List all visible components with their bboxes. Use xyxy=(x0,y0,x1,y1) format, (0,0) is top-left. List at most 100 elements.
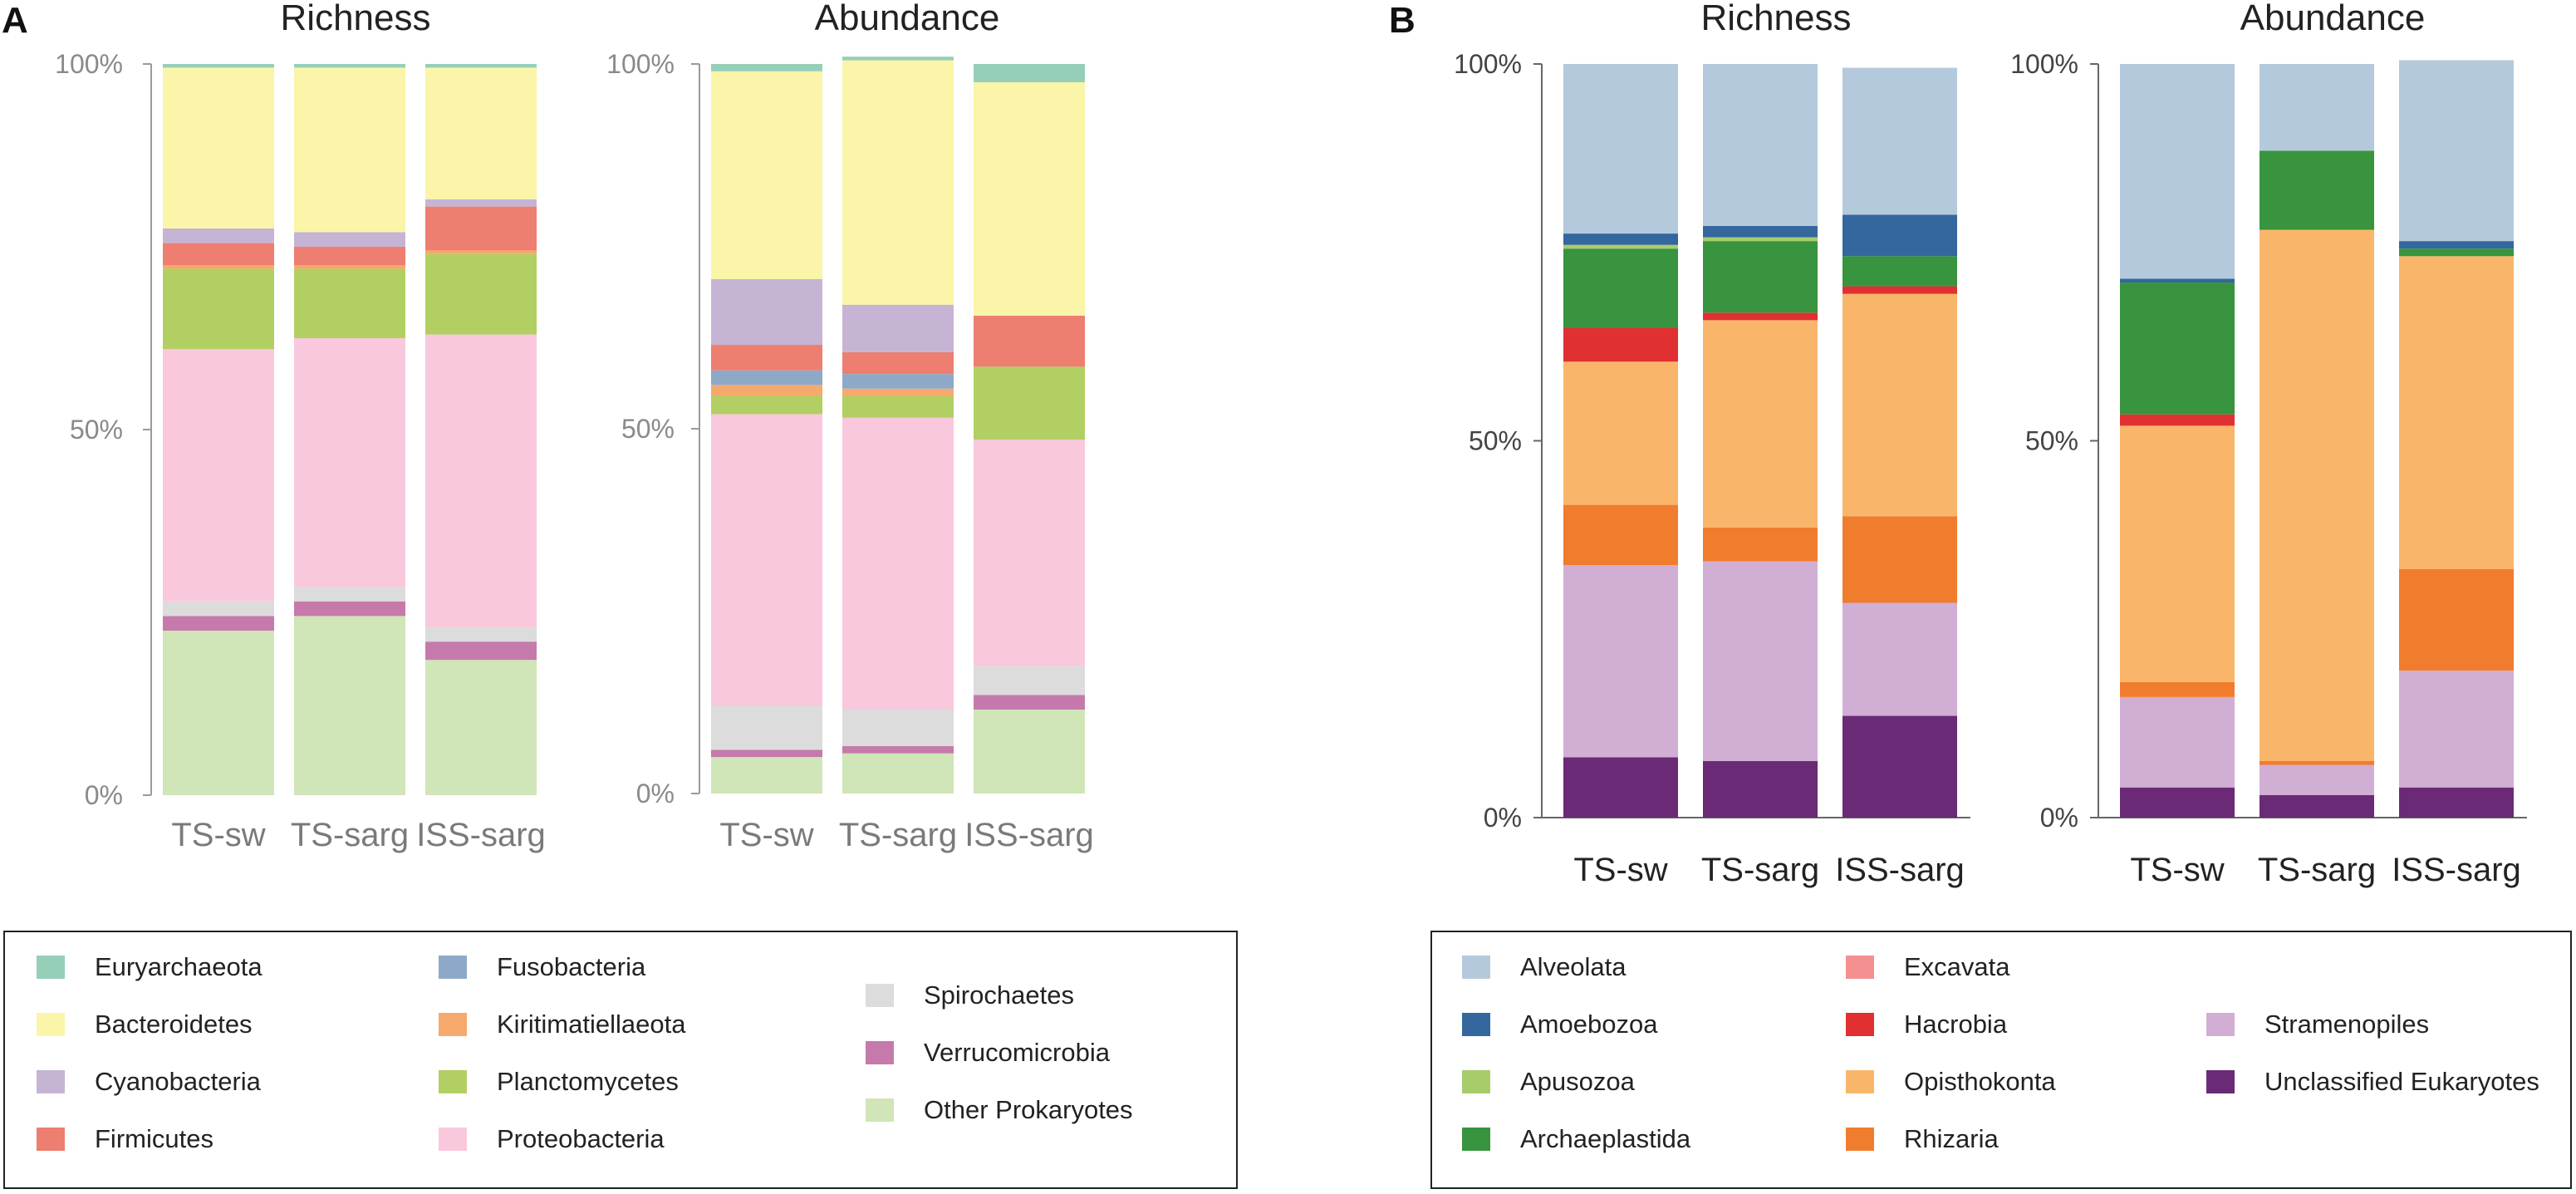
bar-segment-archaeplastida xyxy=(1563,248,1678,328)
legend-label: Excavata xyxy=(1904,952,2010,981)
legend-item-excavata: Excavata xyxy=(1846,952,2010,982)
legend-item-rhizaria: Rhizaria xyxy=(1846,1124,1999,1154)
bar-segment-verrucomicrobia xyxy=(842,745,954,754)
x-category-label: TS-sarg xyxy=(2258,852,2376,888)
legend-item-hacrobia: Hacrobia xyxy=(1846,1010,2007,1039)
legend-item-planctomycetes: Planctomycetes xyxy=(439,1067,679,1097)
bar-segment-stramenopiles xyxy=(1703,561,1818,761)
bar-segment-stramenopiles xyxy=(1842,602,1957,716)
legend-label: Proteobacteria xyxy=(497,1124,665,1153)
y-tick-label: 100% xyxy=(1454,49,1522,79)
bar-segment-planctomycetes xyxy=(842,396,954,418)
bar-segment-planctomycetes xyxy=(974,366,1085,440)
bar-segment-spirochaetes xyxy=(842,710,954,746)
y-tick-label: 50% xyxy=(2025,426,2078,456)
legend-label: Opisthokonta xyxy=(1904,1067,2056,1096)
legend-label: Kiritimatiellaeota xyxy=(497,1010,686,1039)
bar-segment-firmicutes xyxy=(842,351,954,375)
chart-title: Abundance xyxy=(815,0,1000,38)
legend-label: Rhizaria xyxy=(1904,1124,1999,1153)
bar-segment-hacrobia xyxy=(1842,286,1957,294)
bar-segment-amoebozoa xyxy=(1842,214,1957,257)
bar-segment-cyanobacteria xyxy=(842,304,954,352)
legend-label: Spirochaetes xyxy=(924,980,1074,1010)
bar-segment-other-prokaryotes xyxy=(425,660,537,795)
legend-swatch xyxy=(439,1070,467,1093)
bar-segment-planctomycetes xyxy=(425,253,537,335)
bar-segment-euryarchaeota xyxy=(425,64,537,68)
legend-item-unclassified-eukaryotes: Unclassified Eukaryotes xyxy=(2206,1067,2539,1097)
bar-segment-spirochaetes xyxy=(974,666,1085,695)
bar-segment-archaeplastida xyxy=(1842,256,1957,287)
chart-title: Richness xyxy=(281,0,431,38)
legend-swatch xyxy=(1462,1070,1490,1093)
bar-segment-proteobacteria xyxy=(842,417,954,710)
y-tick-label: 100% xyxy=(55,49,123,79)
legend-item-stramenopiles: Stramenopiles xyxy=(2206,1010,2429,1039)
bar-segment-archaeplastida xyxy=(2399,248,2514,257)
legend-label: Other Prokaryotes xyxy=(924,1095,1133,1124)
bar-segment-kiritimatiellaeota xyxy=(294,265,405,269)
bar-segment-amoebozoa xyxy=(2120,278,2235,283)
legend-item-proteobacteria: Proteobacteria xyxy=(439,1124,665,1154)
bar-segment-alveolata xyxy=(2399,60,2514,242)
bar-segment-opisthokonta xyxy=(1703,320,1818,528)
legend-swatch xyxy=(2206,1070,2235,1093)
y-tick-label: 100% xyxy=(2010,49,2078,79)
bar-segment-cyanobacteria xyxy=(294,232,405,247)
legend-item-bacteroidetes: Bacteroidetes xyxy=(37,1010,253,1039)
bar-segment-opisthokonta xyxy=(1842,293,1957,517)
x-category-label: TS-sarg xyxy=(839,817,957,853)
legend-label: Unclassified Eukaryotes xyxy=(2264,1067,2539,1096)
legend-label: Firmicutes xyxy=(95,1124,213,1153)
y-tick-label: 0% xyxy=(636,779,675,808)
bar-segment-spirochaetes xyxy=(425,626,537,642)
legend-item-opisthokonta: Opisthokonta xyxy=(1846,1067,2056,1097)
bar-segment-apusozoa xyxy=(1703,237,1818,242)
bar-segment-cyanobacteria xyxy=(425,199,537,207)
bar-segment-kiritimatiellaeota xyxy=(425,250,537,254)
bar-segment-alveolata xyxy=(1842,67,1957,215)
y-tick-label: 50% xyxy=(621,414,675,444)
bar-segment-euryarchaeota xyxy=(711,64,822,71)
bar-segment-verrucomicrobia xyxy=(425,641,537,661)
bar-segment-euryarchaeota xyxy=(842,57,954,61)
y-tick-label: 100% xyxy=(606,49,675,79)
x-category-label: TS-sw xyxy=(719,817,813,853)
bar-segment-fusobacteria xyxy=(842,374,954,389)
bar-segment-bacteroidetes xyxy=(974,81,1085,316)
bar-segment-other-prokaryotes xyxy=(294,616,405,795)
legend-swatch xyxy=(37,956,65,979)
legend-item-verrucomicrobia: Verrucomicrobia xyxy=(866,1038,1110,1068)
legend-item-spirochaetes: Spirochaetes xyxy=(866,980,1074,1010)
bar-segment-bacteroidetes xyxy=(163,67,274,229)
legend-label: Alveolata xyxy=(1520,952,1627,981)
legend-item-amoebozoa: Amoebozoa xyxy=(1462,1010,1657,1039)
bar-segment-proteobacteria xyxy=(163,349,274,602)
bar-segment-rhizaria xyxy=(1563,504,1678,566)
bar-segment-other-prokaryotes xyxy=(163,631,274,795)
bar-segment-stramenopiles xyxy=(1563,565,1678,758)
x-category-label: ISS-sarg xyxy=(416,817,546,853)
x-category-label: ISS-sarg xyxy=(964,817,1094,853)
bar-segment-kiritimatiellaeota xyxy=(711,385,822,396)
legend-label: Planctomycetes xyxy=(497,1067,679,1096)
bar-segment-rhizaria xyxy=(1842,516,1957,603)
bar-segment-amoebozoa xyxy=(2399,241,2514,249)
legend-swatch xyxy=(439,1128,467,1151)
legend-swatch xyxy=(37,1070,65,1093)
legend-item-firmicutes: Firmicutes xyxy=(37,1124,213,1154)
legend-swatch xyxy=(439,956,467,979)
bar-segment-stramenopiles xyxy=(2399,671,2514,788)
bar-segment-firmicutes xyxy=(425,206,537,251)
y-tick-label: 0% xyxy=(2040,803,2078,833)
legend-swatch xyxy=(1846,1070,1874,1093)
bar-segment-opisthokonta xyxy=(2260,229,2374,761)
bar-segment-cyanobacteria xyxy=(711,279,822,346)
bar-segment-euryarchaeota xyxy=(294,64,405,68)
bar-segment-proteobacteria xyxy=(711,414,822,706)
legend-item-fusobacteria: Fusobacteria xyxy=(439,952,645,982)
bar-segment-bacteroidetes xyxy=(425,67,537,199)
bar-segment-hacrobia xyxy=(2120,414,2235,426)
bar-segment-spirochaetes xyxy=(711,705,822,750)
